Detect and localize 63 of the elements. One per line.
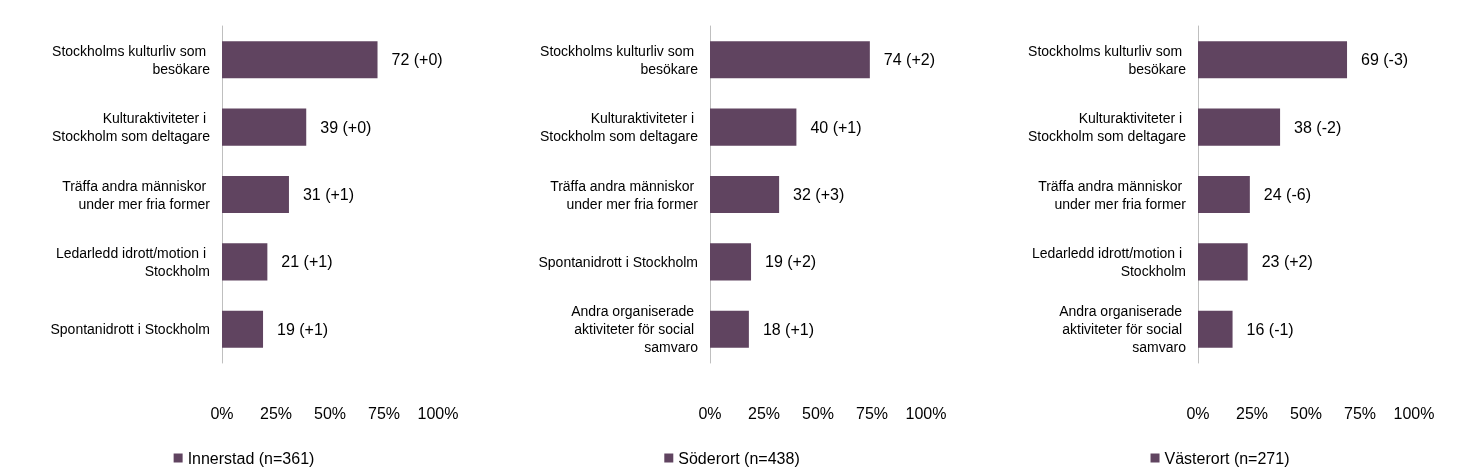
data-label: 40 (+1) — [810, 118, 862, 136]
y-tick-label: Kulturaktiviteter i Stockholm som deltagare — [540, 110, 699, 145]
bar — [222, 243, 268, 281]
legend-label: Västerort (n=271) — [1164, 449, 1290, 467]
x-tick-label: 100% — [417, 404, 459, 422]
legend-label: Innerstad (n=361) — [187, 449, 315, 467]
y-tick-label: Kulturaktiviteter i Stockholm som deltagare — [52, 110, 211, 145]
x-tick-label: 0% — [1186, 404, 1210, 422]
data-label: 19 (+2) — [765, 253, 817, 271]
x-tick-label: 75% — [855, 404, 889, 422]
data-label: 38 (-2) — [1294, 118, 1342, 136]
data-label: 72 (+0) — [391, 51, 443, 69]
data-label: 39 (+0) — [320, 118, 372, 136]
bar — [710, 175, 780, 214]
y-tick-label: Spontanidrott i Stockholm — [50, 321, 210, 338]
bar — [710, 41, 870, 79]
x-tick-label: 100% — [1393, 404, 1435, 422]
y-tick-label: Kulturaktiviteter i Stockholm som deltagare — [1028, 110, 1187, 145]
x-tick-label: 50% — [801, 404, 835, 422]
bar — [222, 108, 307, 146]
bar — [1198, 243, 1248, 281]
data-label: 31 (+1) — [302, 186, 355, 203]
data-label: 21 (+1) — [281, 253, 333, 271]
bar — [222, 175, 289, 214]
bar — [222, 310, 264, 348]
x-tick-label: 75% — [367, 404, 401, 422]
bar — [1198, 108, 1281, 146]
data-label: 74 (+2) — [883, 51, 935, 69]
y-tick-label: Stockholms kulturliv som besökare — [52, 42, 211, 77]
bar — [710, 243, 752, 281]
x-tick-label: 100% — [905, 404, 947, 422]
x-tick-label: 25% — [259, 404, 293, 422]
bar — [222, 41, 378, 79]
y-tick-label: Träffa andra människor under mer fria former — [550, 177, 699, 212]
data-label: 24 (-6) — [1263, 186, 1311, 203]
bar — [710, 310, 749, 348]
data-label: 18 (+1) — [762, 320, 815, 338]
y-tick-label: Träffa andra människor under mer fria former — [62, 177, 211, 212]
y-tick-label: Stockholms kulturliv som besökare — [1028, 42, 1187, 77]
x-tick-label: 25% — [1235, 404, 1269, 422]
x-tick-label: 25% — [747, 404, 781, 422]
bar — [710, 108, 797, 146]
data-label: 32 (+3) — [793, 186, 845, 203]
legend-label: Söderort (n=438) — [678, 449, 800, 467]
data-label: 19 (+1) — [277, 320, 329, 338]
data-label: 16 (-1) — [1246, 320, 1294, 338]
x-tick-label: 50% — [1289, 404, 1323, 422]
y-tick-label: Andra organiserade aktiviteter för social samvaro — [1059, 303, 1187, 356]
y-tick-label: Stockholms kulturliv som besökare — [540, 42, 699, 77]
x-tick-label: 0% — [210, 404, 234, 422]
y-tick-label: Ledarledd idrott/motion i Stockholm — [55, 244, 210, 279]
y-tick-label: Träffa andra människor under mer fria former — [1038, 177, 1187, 212]
data-label: 69 (-3) — [1361, 51, 1409, 69]
y-tick-label: Ledarledd idrott/motion i Stockholm — [1031, 244, 1186, 279]
y-tick-label: Spontanidrott i Stockholm — [538, 253, 698, 270]
bar — [1198, 41, 1348, 79]
x-tick-label: 75% — [1343, 404, 1377, 422]
bar — [1198, 310, 1233, 348]
y-tick-label: Andra organiserade aktiviteter för social samvaro — [571, 303, 699, 356]
data-label: 23 (+2) — [1261, 253, 1313, 271]
x-tick-label: 50% — [313, 404, 347, 422]
x-tick-label: 0% — [698, 404, 722, 422]
bar — [1198, 175, 1250, 214]
